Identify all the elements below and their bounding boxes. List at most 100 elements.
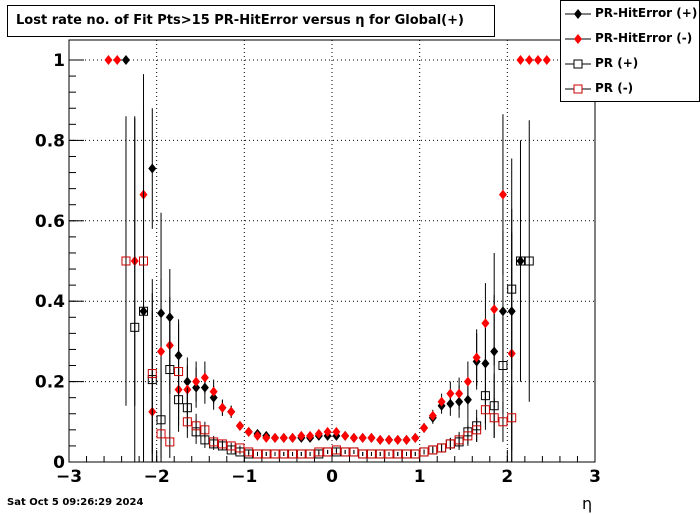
x-tick-label: 3 <box>589 467 601 487</box>
legend-entry-pr-plus: PR (+) <box>561 52 700 76</box>
data-point <box>472 352 481 363</box>
data-point <box>341 430 350 441</box>
data-point <box>437 396 446 407</box>
data-point <box>349 447 359 457</box>
data-marks <box>104 55 551 462</box>
legend: PR-HitError (+) PR-HitError (-) PR (+) P… <box>560 0 700 102</box>
data-point <box>411 432 420 443</box>
x-tick-label: 1 <box>414 467 426 487</box>
data-point <box>279 432 288 443</box>
data-point <box>148 163 157 174</box>
data-point <box>498 189 507 200</box>
plot-frame <box>68 39 596 463</box>
data-point <box>279 449 289 459</box>
data-point <box>472 425 482 435</box>
data-point <box>288 449 298 459</box>
data-point <box>463 431 473 441</box>
legend-label: PR (-) <box>595 81 634 95</box>
data-point <box>454 435 464 445</box>
data-point <box>358 449 368 459</box>
legend-entry-pr-minus: PR (-) <box>561 77 700 101</box>
data-point <box>524 256 534 266</box>
data-point <box>314 428 323 439</box>
series-1 <box>104 55 551 462</box>
data-point <box>384 434 393 445</box>
data-point <box>244 447 254 457</box>
data-point <box>366 449 376 459</box>
data-point <box>534 55 543 65</box>
chart-title: Lost rate no. of Fit Pts>15 PR-HitError … <box>7 5 495 37</box>
data-point <box>410 449 420 459</box>
data-point <box>446 388 455 399</box>
series-2 <box>130 118 534 462</box>
data-point <box>542 55 551 65</box>
y-tick-label: 0.8 <box>35 131 65 151</box>
x-tick-label: −1 <box>231 467 257 487</box>
data-point <box>445 439 455 449</box>
data-point <box>191 421 201 431</box>
data-point <box>261 449 271 459</box>
data-point <box>156 429 166 439</box>
data-point <box>235 443 245 453</box>
data-point <box>498 361 508 371</box>
data-point <box>297 430 306 441</box>
data-point <box>200 372 209 383</box>
data-point <box>340 447 350 457</box>
legend-marker-filled-diamond-red <box>565 34 591 44</box>
data-point <box>498 417 508 427</box>
data-point <box>130 322 140 332</box>
data-point <box>121 256 131 266</box>
data-point <box>455 388 464 399</box>
data-point <box>182 417 192 427</box>
x-tick-label: −3 <box>56 467 82 487</box>
legend-marker-open-square-black <box>565 59 591 69</box>
data-point <box>192 376 201 387</box>
data-point <box>244 426 253 437</box>
data-point <box>253 430 262 441</box>
x-tick-label: −2 <box>144 467 170 487</box>
data-point <box>349 432 358 443</box>
legend-label: PR-HitError (-) <box>595 31 693 45</box>
series-3 <box>121 116 517 459</box>
y-tick-label: 1 <box>53 51 65 71</box>
data-point <box>218 402 227 413</box>
data-point <box>515 256 525 266</box>
y-tick-label: 0 <box>53 453 65 473</box>
data-point <box>507 284 517 294</box>
data-point <box>393 434 402 445</box>
data-point <box>209 386 218 397</box>
y-tick-label: 0.6 <box>35 212 65 232</box>
y-tick-label: 0.4 <box>35 292 65 312</box>
grid-lines <box>69 40 595 462</box>
data-point <box>367 432 376 443</box>
data-point <box>375 449 385 459</box>
legend-marker-open-square-red <box>565 84 591 94</box>
data-point <box>507 413 517 423</box>
data-point <box>165 365 175 375</box>
legend-marker-filled-diamond-black <box>565 9 591 19</box>
data-point <box>428 410 437 421</box>
data-point <box>393 449 403 459</box>
legend-label: PR (+) <box>595 56 639 70</box>
data-point <box>200 425 210 435</box>
data-point <box>498 306 507 317</box>
data-point <box>252 449 262 459</box>
data-point <box>516 55 525 65</box>
data-point <box>165 437 175 447</box>
data-point <box>314 447 324 457</box>
data-point <box>420 422 429 433</box>
data-point <box>235 420 244 431</box>
data-point <box>419 447 429 457</box>
data-point <box>288 432 297 443</box>
data-point <box>358 432 367 443</box>
data-point <box>376 434 385 445</box>
data-point <box>525 55 534 65</box>
data-point <box>489 413 499 423</box>
x-tick-label: 2 <box>501 467 513 487</box>
data-point <box>323 447 333 457</box>
data-point <box>306 430 315 441</box>
data-point <box>481 318 490 329</box>
data-point <box>217 439 227 449</box>
data-point <box>209 437 219 447</box>
